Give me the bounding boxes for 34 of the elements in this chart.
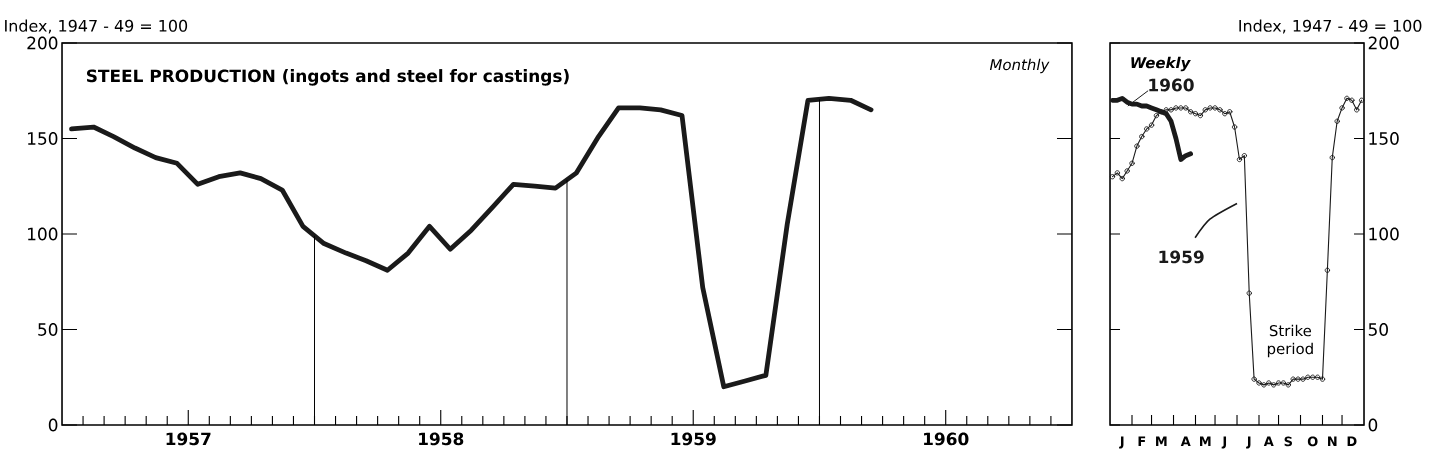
x-tick-label: A bbox=[1263, 436, 1274, 446]
x-tick-label: 1960 bbox=[924, 432, 969, 446]
x-tick-label: J bbox=[1119, 436, 1124, 449]
y-tick-label: 150 bbox=[28, 132, 58, 145]
x-tick-label: 1957 bbox=[166, 432, 211, 446]
y-axis-title: Index, 1947 - 49 = 100 bbox=[5, 19, 188, 34]
series-label: 1960 bbox=[1149, 78, 1194, 92]
y-tick-label: 200 bbox=[1368, 36, 1399, 50]
y-tick-label: 200 bbox=[27, 36, 58, 50]
y-axis-title: Index, 1947 - 49 = 100 bbox=[1239, 19, 1422, 34]
x-tick-label: 1959 bbox=[671, 432, 716, 446]
text: STEEL PRODUCTION (ingots and steel for castings) bbox=[86, 69, 569, 86]
x-tick-label: O bbox=[1307, 436, 1318, 447]
x-tick-label: J bbox=[1221, 436, 1227, 449]
y-tick-label: 100 bbox=[28, 227, 58, 241]
annotation: Monthly bbox=[989, 58, 1050, 74]
x-tick-label: N bbox=[1328, 436, 1337, 446]
y-tick-label: 100 bbox=[1369, 227, 1399, 241]
x-tick-label: M bbox=[1156, 436, 1167, 446]
x-tick-label: M bbox=[1200, 436, 1211, 446]
y-tick-label: 0 bbox=[1368, 418, 1378, 432]
y-tick-label: 50 bbox=[1368, 323, 1388, 336]
x-tick-label: F bbox=[1138, 436, 1146, 446]
y-tick-label: 50 bbox=[38, 323, 58, 336]
x-tick-label: S bbox=[1284, 436, 1293, 447]
x-tick-label: D bbox=[1347, 436, 1357, 446]
legend-label: 1959 bbox=[1159, 250, 1204, 264]
x-tick-label: J bbox=[1246, 436, 1251, 449]
y-tick-label: 150 bbox=[1369, 132, 1399, 145]
x-tick-label: A bbox=[1180, 436, 1191, 446]
annotation: Weekly bbox=[1131, 56, 1191, 72]
y-tick-label: 0 bbox=[48, 418, 58, 432]
annotation: Strike period bbox=[1267, 324, 1313, 358]
x-tick-label: 1958 bbox=[419, 432, 464, 446]
